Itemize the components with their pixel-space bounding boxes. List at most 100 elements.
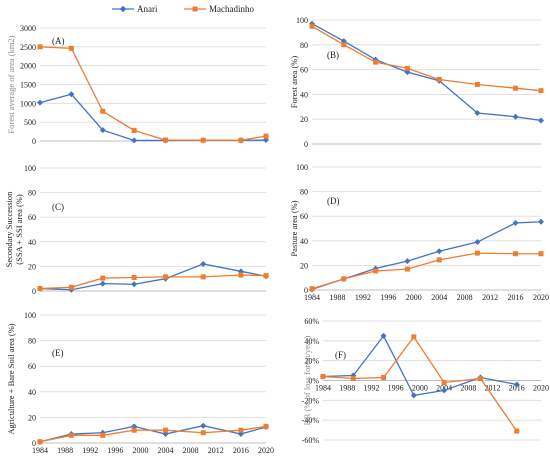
y-tick-label: 20 [28,413,36,422]
data-point [538,117,544,124]
series-line-machadinho [311,25,542,92]
data-point [309,23,315,29]
x-tick-label: 2012 [485,384,501,393]
x-tick-label: 2020 [533,384,549,393]
data-point [163,427,169,433]
legend-label: Anari [137,4,158,14]
x-tick-label: 1996 [380,293,396,302]
series-line-anari [39,263,267,291]
x-tick-label: 1992 [355,293,371,302]
x-tick-label: 1988 [57,446,73,455]
data-point [513,85,519,91]
chart-panel-e: 0 20 40 60 80 100 1984 1988 1992 1996 2000 2004 2008… [6,311,274,455]
data-point [131,137,138,144]
x-tick-label: 2016 [233,446,249,455]
y-tick-label: 0 [304,286,308,295]
data-point [477,376,483,382]
panel-label: (A) [52,36,65,46]
chart-panel-a: 0 500 1000 1500 2000 2500 3000 (A) Forest averag… [6,24,269,146]
data-point [263,423,269,429]
data-point [309,286,315,292]
panel-label: (E) [52,348,64,358]
y-tick-label: 60 [28,362,36,371]
y-tick-label: 500 [24,118,36,127]
y-axis-title-line2: (SSA + SSI area (%) [14,194,24,265]
x-tick-label: 1992 [82,446,98,455]
data-point [441,387,448,394]
x-tick-label: 1984 [32,446,48,455]
data-point [404,65,410,71]
y-tick-label: 60 [300,212,308,221]
x-tick-label: 1984 [315,384,331,393]
y-tick-label: 2000 [20,62,36,71]
y-axis-title: Pasture area (%) [289,200,299,256]
data-point [68,91,75,98]
data-point [99,280,106,287]
data-point [380,332,387,339]
data-point [100,275,106,281]
x-tick-label: 2012 [208,446,224,455]
data-point [200,430,206,436]
data-point [131,274,137,280]
y-tick-label: 80 [28,337,36,346]
x-tick-label: 1984 [304,293,320,302]
panel-label: (F) [335,350,346,360]
data-point [411,334,417,340]
y-tick-label: 100 [24,311,36,320]
legend-label: Machadinho [209,4,254,14]
chart-panel-d: 0 20 40 60 80 100 1984 1988 1992 1996 2000 2004 2008… [289,163,549,302]
data-point [163,274,169,280]
data-point [100,108,106,114]
data-point [341,276,347,282]
data-point [238,137,244,143]
data-point [263,133,269,139]
y-tick-label: 0 [32,439,36,448]
x-tick-label: 2020 [258,446,274,455]
y-tick-label: 40% [304,337,319,346]
data-point [373,59,379,65]
data-point [68,284,74,290]
data-point [163,137,169,143]
data-point [410,392,417,399]
data-point [404,258,411,265]
x-tick-label: 2004 [158,446,174,455]
y-tick-label: 0 [32,287,36,296]
y-tick-label: -40% [302,416,320,425]
series-line-machadinho [39,46,267,141]
data-point [238,427,244,433]
data-point [68,45,74,51]
x-tick-label: 2008 [183,446,199,455]
legend-marker-anari [119,5,127,13]
x-tick-label: 2004 [431,293,447,302]
data-point [514,428,520,434]
data-point [474,250,480,256]
data-point [538,88,544,94]
y-axis-title: Forest area (%) [289,56,299,109]
chart-panel-f: -60% -40% -20% 0% 20% 40% 60% 1984 1988 1992 1996 2… [302,317,549,445]
data-point [37,99,43,106]
data-point [436,248,443,255]
data-point [200,260,207,267]
y-tick-label: -60% [302,436,320,445]
data-point [350,376,356,382]
data-point [100,432,106,438]
y-tick-label: 60% [304,317,319,326]
y-tick-label: 0% [308,377,319,386]
y-tick-label: 80 [300,41,308,50]
y-axis-title: Secondary Succession [4,191,14,268]
data-point [200,422,207,429]
y-tick-label: 20 [300,115,308,124]
chart-panel-b: 0 20 40 60 80 100 (B) Forest area (%) [289,16,544,149]
data-point [320,374,326,380]
x-tick-label: 2000 [412,384,428,393]
y-tick-label: 20% [304,357,319,366]
data-point [341,42,347,48]
data-point [538,251,544,257]
data-point [538,218,544,225]
y-tick-label: 40 [300,237,308,246]
x-tick-label: 2012 [482,293,498,302]
data-point [68,432,74,438]
y-tick-label: 0 [304,140,308,149]
y-tick-label: 100 [296,16,308,25]
